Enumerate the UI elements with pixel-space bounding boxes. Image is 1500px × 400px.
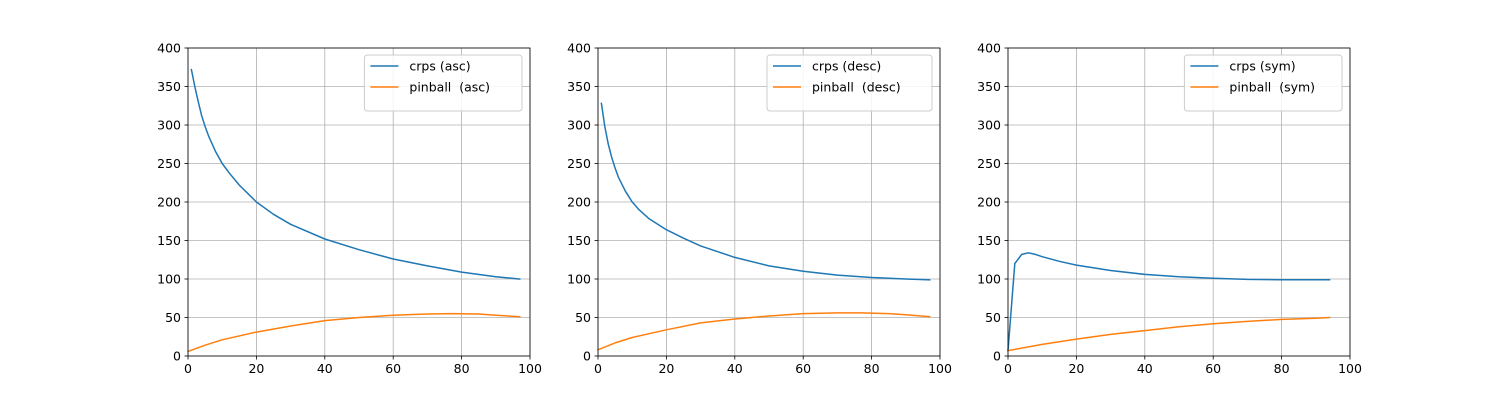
y-tick-label: 350 [157, 79, 181, 94]
x-tick-label: 0 [1004, 361, 1012, 376]
series-line-2 [597, 312, 931, 351]
x-tick-label: 20 [1068, 361, 1084, 376]
y-tick-label: 400 [157, 41, 181, 56]
y-tick-label: 250 [567, 156, 591, 171]
y-tick-label: 300 [567, 118, 591, 133]
y-tick-label: 400 [977, 41, 1001, 56]
y-tick-label: 250 [977, 156, 1001, 171]
y-tick-label: 200 [567, 195, 591, 210]
y-tick-label: 100 [977, 272, 1001, 287]
y-tick-label: 50 [165, 310, 181, 325]
chart-panel-2: 0 20 40 60 80 100 0 50 100 150 200 250 300 350 400 crps… [567, 41, 952, 377]
y-tick-label: 50 [575, 310, 591, 325]
chart-panel-1: 0 20 40 60 80 100 0 50 100 150 200 250 300 350 400 crps… [157, 41, 542, 377]
x-tick-label: 20 [658, 361, 674, 376]
series-line-1 [600, 102, 931, 281]
x-tick-label: 80 [864, 361, 880, 376]
series-line-1 [190, 68, 521, 280]
x-tick-label: 100 [1338, 361, 1362, 376]
legend-box [1183, 54, 1343, 112]
x-tick-label: 100 [928, 361, 952, 376]
y-tick-label: 200 [977, 195, 1001, 210]
series-line-2 [187, 312, 521, 353]
y-tick-label: 0 [583, 349, 591, 364]
y-tick-label: 100 [567, 272, 591, 287]
chart-panel-3: 0 20 40 60 80 100 0 50 100 150 200 250 300 350 400 crps… [977, 41, 1362, 377]
y-tick-label: 50 [985, 310, 1001, 325]
y-tick-label: 150 [567, 233, 591, 248]
y-tick-label: 300 [157, 118, 181, 133]
y-tick-label: 100 [157, 272, 181, 287]
legend-box [766, 54, 933, 112]
legend-label-2: pinball (asc) [409, 80, 490, 95]
y-tick-label: 400 [567, 41, 591, 56]
y-tick-label: 150 [977, 233, 1001, 248]
series-line-2 [1007, 316, 1331, 352]
x-tick-label: 60 [1205, 361, 1221, 376]
y-tick-label: 0 [173, 349, 181, 364]
legend-label-2: pinball (desc) [812, 80, 901, 95]
series-line-1 [1007, 252, 1331, 352]
legend-label-1: crps (sym) [1229, 59, 1295, 74]
x-tick-label: 40 [1137, 361, 1153, 376]
legend-box [363, 54, 523, 112]
legend: crps (sym) pinball (sym) [1183, 54, 1343, 112]
legend-label-1: crps (desc) [812, 59, 881, 74]
legend-label-1: crps (asc) [409, 59, 470, 74]
y-tick-label: 300 [977, 118, 1001, 133]
y-tick-label: 250 [157, 156, 181, 171]
x-tick-label: 40 [317, 361, 333, 376]
legend: crps (desc) pinball (desc) [766, 54, 933, 112]
y-tick-label: 200 [157, 195, 181, 210]
x-tick-label: 100 [518, 361, 542, 376]
x-tick-label: 60 [795, 361, 811, 376]
x-tick-label: 0 [184, 361, 192, 376]
x-tick-label: 40 [727, 361, 743, 376]
y-tick-label: 0 [993, 349, 1001, 364]
x-tick-label: 0 [594, 361, 602, 376]
y-tick-label: 150 [157, 233, 181, 248]
x-tick-label: 80 [454, 361, 470, 376]
x-tick-label: 80 [1274, 361, 1290, 376]
x-tick-label: 20 [248, 361, 264, 376]
y-tick-label: 350 [567, 79, 591, 94]
legend-label-2: pinball (sym) [1229, 80, 1315, 95]
x-tick-label: 60 [385, 361, 401, 376]
legend: crps (asc) pinball (asc) [363, 54, 523, 112]
y-tick-label: 350 [977, 79, 1001, 94]
